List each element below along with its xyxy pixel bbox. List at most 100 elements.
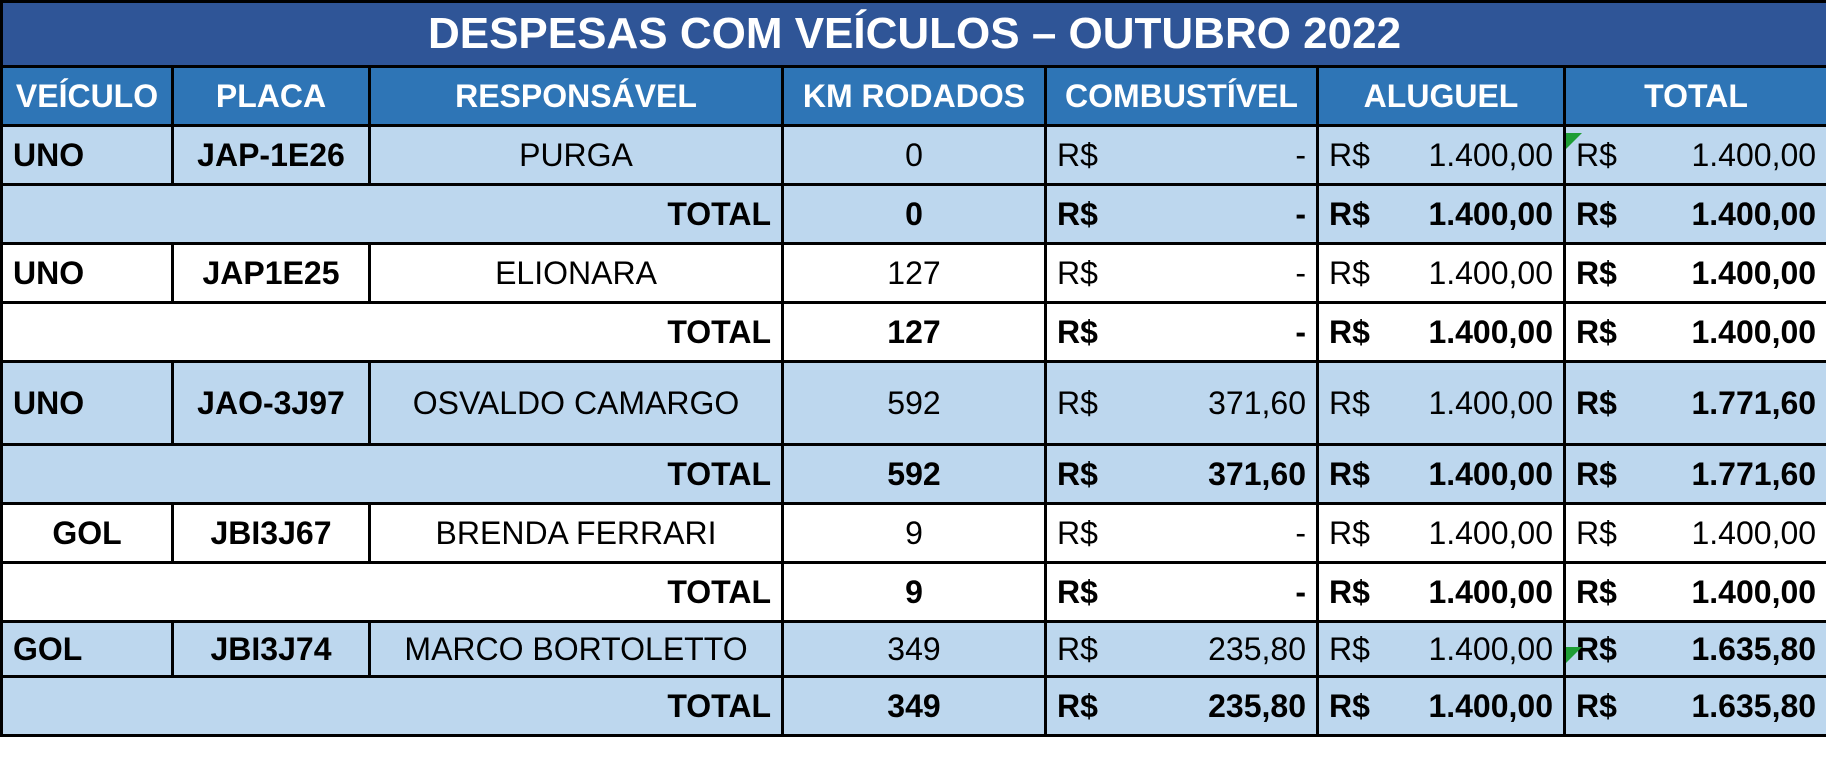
table-row: UNO JAP-1E26 PURGA 0 R$ - R$ 1.400,00 R$ 1.400,00: [0, 124, 1826, 186]
currency-symbol: R$: [1576, 384, 1617, 421]
currency-symbol: R$: [1576, 254, 1617, 291]
currency-symbol: R$: [1057, 573, 1098, 610]
total-row: TOTAL 0 R$ - R$ 1.400,00 R$ 1.400,00: [0, 183, 1826, 245]
cell-km[interactable]: 0: [781, 124, 1047, 186]
cell-total-km[interactable]: 127: [781, 301, 1047, 363]
amount: 1.400,00: [1428, 313, 1553, 350]
total-row: TOTAL 127 R$ - R$ 1.400,00 R$ 1.400,00: [0, 301, 1826, 363]
header-total[interactable]: TOTAL: [1562, 65, 1826, 127]
header-combustivel[interactable]: COMBUSTÍVEL: [1044, 65, 1319, 127]
amount: -: [1295, 313, 1306, 350]
cell-total-km[interactable]: 349: [781, 675, 1047, 737]
amount: -: [1295, 573, 1306, 610]
sheet-title[interactable]: DESPESAS COM VEÍCULOS – OUTUBRO 2022: [0, 0, 1826, 68]
currency-symbol: R$: [1576, 195, 1617, 232]
cell-total-combustivel[interactable]: R$ -: [1044, 301, 1319, 363]
amount: 1.400,00: [1428, 136, 1553, 173]
header-km-rodados[interactable]: KM RODADOS: [781, 65, 1047, 127]
cell-responsavel[interactable]: OSVALDO CAMARGO: [368, 360, 784, 446]
cell-combustivel[interactable]: R$ -: [1044, 124, 1319, 186]
cell-km[interactable]: 592: [781, 360, 1047, 446]
cell-total-aluguel[interactable]: R$ 1.400,00: [1316, 443, 1566, 505]
currency-symbol: R$: [1057, 384, 1098, 421]
cell-km[interactable]: 9: [781, 502, 1047, 564]
cell-total[interactable]: R$ 1.400,00: [1562, 124, 1826, 186]
amount: 371,60: [1208, 384, 1306, 421]
currency-symbol: R$: [1576, 573, 1617, 610]
cell-total[interactable]: R$ 1.635,80: [1562, 620, 1826, 678]
cell-total-aluguel[interactable]: R$ 1.400,00: [1316, 561, 1566, 623]
cell-total-km[interactable]: 9: [781, 561, 1047, 623]
cell-total-total[interactable]: R$ 1.400,00: [1562, 183, 1826, 245]
table-row: UNO JAP1E25 ELIONARA 127 R$ - R$ 1.400,00 R$ 1.40…: [0, 242, 1826, 304]
cell-total-total[interactable]: R$ 1.400,00: [1562, 561, 1826, 623]
currency-symbol: R$: [1329, 573, 1370, 610]
comment-indicator-icon[interactable]: [1566, 133, 1582, 149]
total-label[interactable]: TOTAL: [0, 561, 784, 623]
cell-aluguel[interactable]: R$ 1.400,00: [1316, 360, 1566, 446]
amount: 1.400,00: [1691, 254, 1817, 291]
cell-total[interactable]: R$ 1.771,60: [1562, 360, 1826, 446]
amount: 1.400,00: [1428, 254, 1553, 291]
cell-total-total[interactable]: R$ 1.771,60: [1562, 443, 1826, 505]
amount: 1.771,60: [1691, 384, 1817, 421]
cell-veiculo[interactable]: GOL: [0, 620, 174, 678]
amount: -: [1295, 254, 1306, 291]
cell-responsavel[interactable]: ELIONARA: [368, 242, 784, 304]
cell-total-km[interactable]: 0: [781, 183, 1047, 245]
cell-total-aluguel[interactable]: R$ 1.400,00: [1316, 183, 1566, 245]
cell-total-total[interactable]: R$ 1.400,00: [1562, 301, 1826, 363]
total-label[interactable]: TOTAL: [0, 301, 784, 363]
comment-indicator-icon[interactable]: [1566, 647, 1582, 663]
cell-placa[interactable]: JAP-1E26: [171, 124, 371, 186]
cell-combustivel[interactable]: R$ -: [1044, 242, 1319, 304]
cell-aluguel[interactable]: R$ 1.400,00: [1316, 620, 1566, 678]
cell-veiculo[interactable]: UNO: [0, 360, 174, 446]
currency-symbol: R$: [1057, 455, 1098, 492]
cell-combustivel[interactable]: R$ -: [1044, 502, 1319, 564]
cell-veiculo[interactable]: UNO: [0, 242, 174, 304]
cell-placa[interactable]: JBI3J67: [171, 502, 371, 564]
cell-total-combustivel[interactable]: R$ 235,80: [1044, 675, 1319, 737]
cell-total-combustivel[interactable]: R$ -: [1044, 561, 1319, 623]
cell-placa[interactable]: JAO-3J97: [171, 360, 371, 446]
total-row: TOTAL 349 R$ 235,80 R$ 1.400,00 R$ 1.635,80: [0, 675, 1826, 737]
cell-total[interactable]: R$ 1.400,00: [1562, 242, 1826, 304]
currency-symbol: R$: [1057, 136, 1098, 173]
header-veiculo[interactable]: VEÍCULO: [0, 65, 174, 127]
cell-total-km[interactable]: 592: [781, 443, 1047, 505]
cell-total-aluguel[interactable]: R$ 1.400,00: [1316, 675, 1566, 737]
header-placa[interactable]: PLACA: [171, 65, 371, 127]
cell-veiculo[interactable]: GOL: [0, 502, 174, 564]
cell-aluguel[interactable]: R$ 1.400,00: [1316, 502, 1566, 564]
currency-symbol: R$: [1057, 687, 1098, 724]
cell-aluguel[interactable]: R$ 1.400,00: [1316, 242, 1566, 304]
cell-total[interactable]: R$ 1.400,00: [1562, 502, 1826, 564]
cell-combustivel[interactable]: R$ 371,60: [1044, 360, 1319, 446]
amount: 1.400,00: [1428, 630, 1553, 667]
cell-total-combustivel[interactable]: R$ 371,60: [1044, 443, 1319, 505]
currency-symbol: R$: [1576, 455, 1617, 492]
cell-aluguel[interactable]: R$ 1.400,00: [1316, 124, 1566, 186]
header-responsavel[interactable]: RESPONSÁVEL: [368, 65, 784, 127]
cell-km[interactable]: 127: [781, 242, 1047, 304]
amount: 1.400,00: [1428, 687, 1553, 724]
cell-placa[interactable]: JBI3J74: [171, 620, 371, 678]
header-aluguel[interactable]: ALUGUEL: [1316, 65, 1566, 127]
cell-total-total[interactable]: R$ 1.635,80: [1562, 675, 1826, 737]
cell-responsavel[interactable]: PURGA: [368, 124, 784, 186]
total-label[interactable]: TOTAL: [0, 183, 784, 245]
cell-placa[interactable]: JAP1E25: [171, 242, 371, 304]
cell-responsavel[interactable]: BRENDA FERRARI: [368, 502, 784, 564]
cell-veiculo[interactable]: UNO: [0, 124, 174, 186]
cell-km[interactable]: 349: [781, 620, 1047, 678]
cell-responsavel[interactable]: MARCO BORTOLETTO: [368, 620, 784, 678]
table-row: GOL JBI3J74 MARCO BORTOLETTO 349 R$ 235,80 R$ 1…: [0, 620, 1826, 678]
total-label[interactable]: TOTAL: [0, 443, 784, 505]
amount: 1.400,00: [1691, 195, 1817, 232]
total-label[interactable]: TOTAL: [0, 675, 784, 737]
cell-combustivel[interactable]: R$ 235,80: [1044, 620, 1319, 678]
cell-total-aluguel[interactable]: R$ 1.400,00: [1316, 301, 1566, 363]
cell-total-combustivel[interactable]: R$ -: [1044, 183, 1319, 245]
amount: 1.400,00: [1691, 313, 1817, 350]
